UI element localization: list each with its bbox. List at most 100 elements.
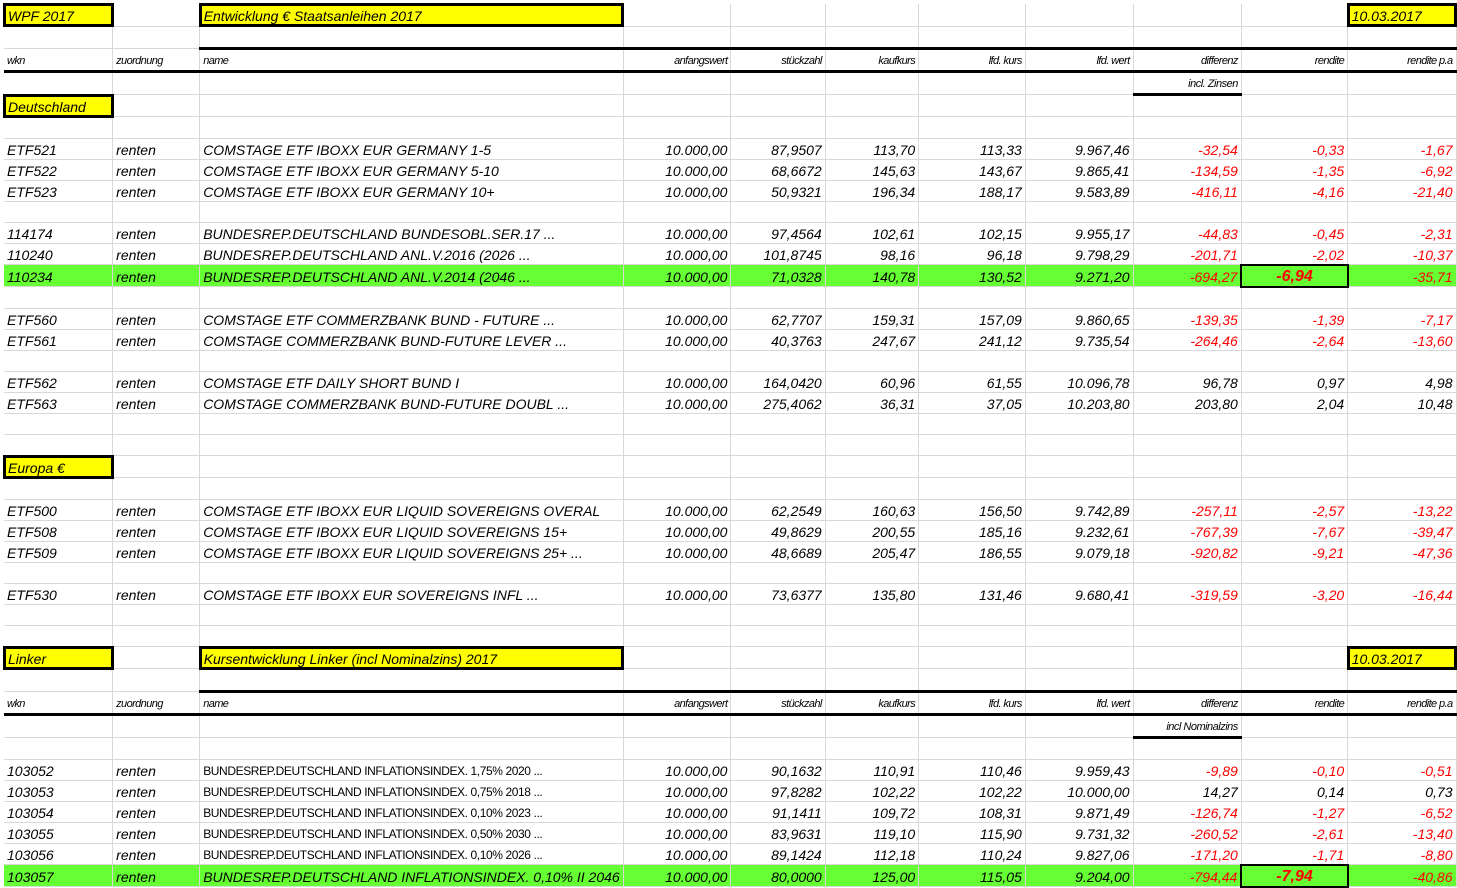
empty-cell[interactable]	[112, 604, 201, 626]
zuordnung-cell[interactable]: renten	[112, 222, 201, 244]
rendite-pa-cell[interactable]: -13,22	[1347, 499, 1457, 521]
empty-cell[interactable]	[1025, 286, 1134, 309]
lfd-wert-cell[interactable]: 9.959,43	[1025, 759, 1134, 781]
zuordnung-cell[interactable]: renten	[112, 243, 201, 265]
empty-cell[interactable]	[730, 434, 826, 456]
differenz-cell[interactable]: -32,54	[1133, 138, 1242, 160]
empty-cell[interactable]	[1347, 625, 1457, 647]
empty-cell[interactable]	[112, 625, 201, 647]
anfangswert-cell[interactable]: 10.000,00	[623, 759, 732, 781]
stueckzahl-cell[interactable]: 101,8745	[730, 243, 826, 265]
empty-cell[interactable]	[730, 646, 826, 669]
empty-cell[interactable]	[199, 413, 624, 435]
empty-cell[interactable]	[1241, 4, 1349, 27]
name-cell[interactable]: COMSTAGE ETF IBOXX EUR LIQUID SOVEREIGNS…	[199, 541, 624, 563]
rendite-cell[interactable]: -0,33	[1241, 138, 1349, 160]
stueckzahl-cell[interactable]: 62,2549	[730, 499, 826, 521]
zuordnung-cell[interactable]: renten	[112, 583, 201, 605]
lfd-wert-cell[interactable]: 9.860,65	[1025, 308, 1134, 330]
stueckzahl-cell[interactable]: 83,9631	[730, 822, 826, 844]
rendite-pa-cell[interactable]: -8,80	[1347, 843, 1457, 865]
empty-cell[interactable]	[1241, 714, 1349, 738]
empty-cell[interactable]	[730, 201, 826, 223]
empty-cell[interactable]	[4, 350, 114, 372]
empty-cell[interactable]	[918, 714, 1026, 738]
lfd-wert-cell[interactable]: 9.204,00	[1025, 864, 1134, 887]
empty-cell[interactable]	[623, 714, 732, 738]
empty-cell[interactable]	[730, 116, 826, 139]
anfangswert-cell[interactable]: 10.000,00	[623, 780, 732, 802]
rendite-pa-cell[interactable]: 4,98	[1347, 371, 1457, 393]
name-cell[interactable]: BUNDESREP.DEUTSCHLAND INFLATIONSINDEX. 0…	[199, 864, 624, 887]
empty-cell[interactable]	[1133, 4, 1242, 27]
rendite-pa-cell[interactable]: -35,71	[1347, 264, 1457, 287]
anfangswert-cell[interactable]: 10.000,00	[623, 499, 732, 521]
lfd-kurs-cell[interactable]: 102,22	[918, 780, 1026, 802]
empty-cell[interactable]	[1241, 71, 1349, 95]
empty-cell[interactable]	[1347, 604, 1457, 626]
empty-cell[interactable]	[4, 604, 114, 626]
empty-cell[interactable]	[1347, 668, 1457, 692]
empty-cell[interactable]	[623, 350, 732, 372]
empty-cell[interactable]	[1347, 26, 1457, 49]
stueckzahl-cell[interactable]: 87,9507	[730, 138, 826, 160]
anfangswert-cell[interactable]: 10.000,00	[623, 392, 732, 414]
rendite-cell[interactable]: -4,16	[1241, 180, 1349, 202]
empty-cell[interactable]	[1133, 737, 1242, 760]
kaufkurs-cell[interactable]: 119,10	[825, 822, 920, 844]
empty-cell[interactable]	[112, 71, 201, 95]
lfd-wert-cell[interactable]: 9.967,46	[1025, 138, 1134, 160]
empty-cell[interactable]	[1133, 668, 1242, 692]
empty-cell[interactable]	[1347, 413, 1457, 435]
empty-cell[interactable]	[1241, 455, 1349, 478]
stueckzahl-cell[interactable]: 91,1411	[730, 801, 826, 823]
empty-cell[interactable]	[1241, 413, 1349, 435]
kaufkurs-cell[interactable]: 159,31	[825, 308, 920, 330]
kaufkurs-cell[interactable]: 109,72	[825, 801, 920, 823]
wkn-cell[interactable]: ETF561	[4, 329, 114, 351]
empty-cell[interactable]	[4, 26, 114, 49]
sheet-title[interactable]: Kursentwicklung Linker (incl Nominalzins…	[198, 645, 625, 670]
rendite-cell[interactable]: -2,02	[1241, 243, 1349, 265]
empty-cell[interactable]	[1241, 625, 1349, 647]
lfd-wert-cell[interactable]: 9.798,29	[1025, 243, 1134, 265]
empty-cell[interactable]	[1025, 455, 1134, 478]
name-cell[interactable]: BUNDESREP.DEUTSCHLAND INFLATIONSINDEX. 0…	[199, 843, 624, 865]
name-cell[interactable]: COMSTAGE ETF IBOXX EUR GERMANY 10+	[199, 180, 624, 202]
header-lfd-wert[interactable]: lfd. wert	[1025, 47, 1134, 73]
empty-cell[interactable]	[199, 350, 624, 372]
empty-cell[interactable]	[1133, 646, 1242, 669]
empty-cell[interactable]	[730, 714, 826, 738]
empty-cell[interactable]	[623, 94, 732, 117]
empty-cell[interactable]	[730, 625, 826, 647]
empty-cell[interactable]	[199, 455, 624, 478]
empty-cell[interactable]	[1241, 201, 1349, 223]
differenz-cell[interactable]: -171,20	[1133, 843, 1242, 865]
zuordnung-cell[interactable]: renten	[112, 308, 201, 330]
note-cell[interactable]: incl. Zinsen	[1133, 71, 1242, 96]
empty-cell[interactable]	[1241, 604, 1349, 626]
kaufkurs-cell[interactable]: 36,31	[825, 392, 920, 414]
lfd-wert-cell[interactable]: 9.731,32	[1025, 822, 1134, 844]
name-cell[interactable]: BUNDESREP.DEUTSCHLAND INFLATIONSINDEX. 1…	[199, 759, 624, 781]
kaufkurs-cell[interactable]: 125,00	[825, 864, 920, 887]
empty-cell[interactable]	[1241, 116, 1349, 139]
empty-cell[interactable]	[1025, 714, 1134, 738]
kaufkurs-cell[interactable]: 200,55	[825, 520, 920, 542]
stueckzahl-cell[interactable]: 40,3763	[730, 329, 826, 351]
name-cell[interactable]: COMSTAGE ETF DAILY SHORT BUND I	[199, 371, 624, 393]
kaufkurs-cell[interactable]: 112,18	[825, 843, 920, 865]
stueckzahl-cell[interactable]: 68,6672	[730, 159, 826, 181]
empty-cell[interactable]	[112, 4, 201, 27]
empty-cell[interactable]	[825, 646, 920, 669]
empty-cell[interactable]	[112, 26, 201, 49]
empty-cell[interactable]	[623, 286, 732, 309]
empty-cell[interactable]	[623, 668, 732, 692]
anfangswert-cell[interactable]: 10.000,00	[623, 583, 732, 605]
empty-cell[interactable]	[1025, 646, 1134, 669]
differenz-cell[interactable]: -201,71	[1133, 243, 1242, 265]
empty-cell[interactable]	[1133, 116, 1242, 139]
empty-cell[interactable]	[112, 94, 201, 117]
stueckzahl-cell[interactable]: 49,8629	[730, 520, 826, 542]
rendite-cell[interactable]: -1,35	[1241, 159, 1349, 181]
